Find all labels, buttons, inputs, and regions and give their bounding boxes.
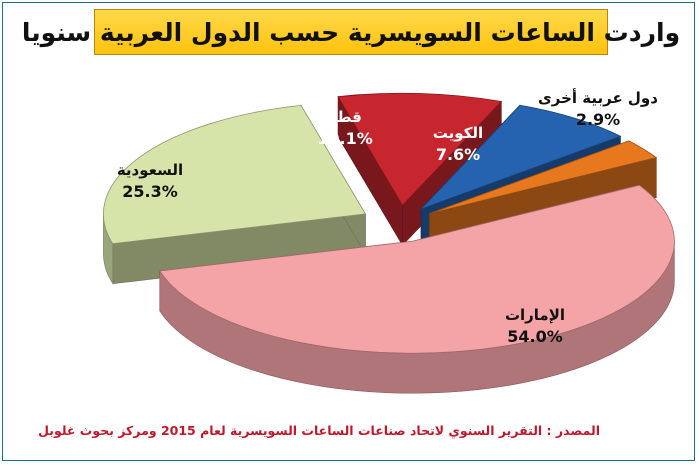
slice-value-label: 25.3% xyxy=(122,182,178,201)
slice-label: الإمارات xyxy=(505,306,565,324)
slice-top-face xyxy=(337,92,503,206)
pie-slice xyxy=(103,104,367,285)
slice-label: السعودية xyxy=(117,161,183,179)
slice-value-label: 7.6% xyxy=(436,145,480,164)
chart-title: واردت الساعات السويسرية حسب الدول العربي… xyxy=(21,17,681,47)
pie-slice xyxy=(159,184,675,394)
slice-top-face xyxy=(429,140,658,214)
source-note: المصدر : التقرير السنوي لاتحاد صناعات ال… xyxy=(38,423,600,438)
chart-title-box: واردت الساعات السويسرية حسب الدول العربي… xyxy=(22,9,680,55)
slice-label: الكويت xyxy=(433,124,483,142)
slice-value-label: 2.9% xyxy=(576,110,620,129)
slice-top-face xyxy=(420,104,622,210)
slice-value-label: 54.0% xyxy=(507,327,563,346)
slice-value-label: 10.1% xyxy=(317,129,373,148)
slice-top-face xyxy=(159,184,675,354)
slice-label: دول عربية أخرى xyxy=(538,88,658,107)
slice-top-face xyxy=(103,104,367,245)
slice-label: قطر xyxy=(327,108,362,126)
